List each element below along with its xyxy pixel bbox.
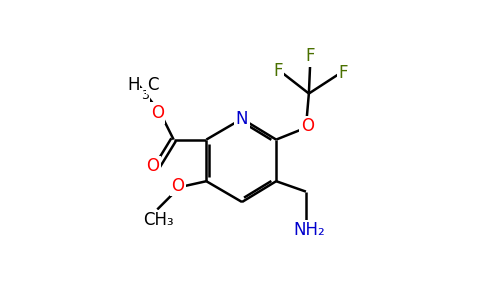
- Text: O: O: [146, 157, 159, 175]
- Text: H: H: [127, 76, 139, 94]
- Text: O: O: [301, 117, 314, 135]
- Text: O: O: [151, 104, 164, 122]
- Text: F: F: [338, 64, 348, 82]
- Text: NH₂: NH₂: [293, 221, 325, 239]
- Text: O: O: [172, 177, 184, 195]
- Text: F: F: [305, 47, 315, 65]
- Text: CH₃: CH₃: [143, 211, 174, 229]
- Text: F: F: [273, 62, 283, 80]
- Text: 3: 3: [141, 89, 149, 102]
- Text: N: N: [236, 110, 248, 128]
- Text: C: C: [147, 76, 158, 94]
